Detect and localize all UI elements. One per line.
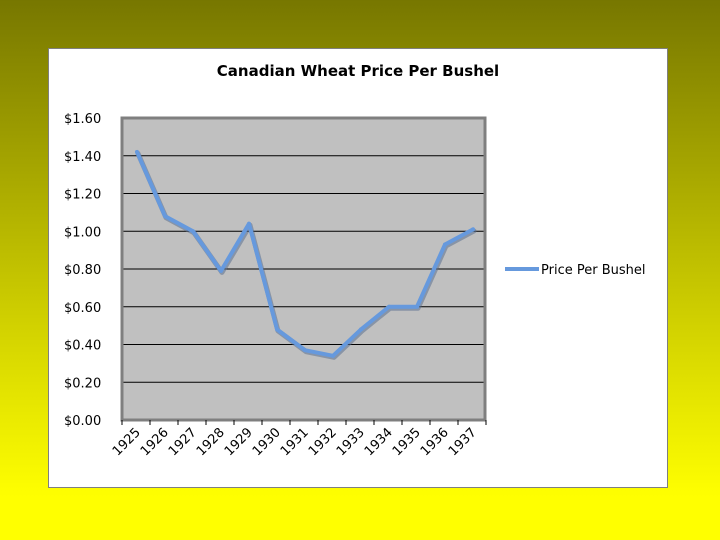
y-tick-label: $0.00: [64, 414, 101, 429]
plot-border: [120, 116, 487, 422]
data-point: [303, 348, 307, 353]
data-point: [387, 304, 391, 309]
legend: Price Per Bushel: [505, 263, 645, 278]
x-tick-label: 1936: [418, 425, 452, 459]
legend-label: Price Per Bushel: [541, 263, 645, 278]
y-tick-label: $0.20: [64, 376, 101, 391]
data-point: [443, 242, 447, 247]
x-tick-label: 1926: [138, 425, 172, 459]
x-tick-label: 1928: [194, 425, 228, 459]
data-point: [135, 149, 139, 154]
plot-area: $0.00 $0.20 $0.40 $0.60 $0.80 $1.00 $1.20 $1.40…: [64, 112, 487, 459]
x-tick-label: 1932: [306, 425, 340, 459]
y-tick-label: $1.00: [64, 225, 101, 240]
data-point: [275, 327, 279, 332]
data-point: [471, 227, 475, 232]
data-point: [163, 214, 167, 219]
data-point: [247, 221, 251, 226]
y-tick-label: $0.40: [64, 339, 101, 354]
x-tick-label: 1929: [222, 425, 256, 459]
x-tick-label: 1935: [390, 425, 424, 459]
x-tick-label: 1925: [110, 425, 144, 459]
data-point: [331, 353, 335, 358]
y-tick-label: $1.40: [64, 150, 101, 165]
data-point: [415, 304, 419, 309]
x-tick-label: 1927: [166, 425, 200, 459]
chart-title: Canadian Wheat Price Per Bushel: [217, 62, 499, 80]
x-tick-label: 1930: [250, 425, 284, 459]
y-tick-label: $0.80: [64, 263, 101, 278]
x-tick-label: 1933: [334, 425, 368, 459]
y-tick-label: $1.20: [64, 188, 101, 203]
x-tick-label: 1934: [362, 425, 396, 459]
data-point: [219, 268, 223, 273]
y-tick-label: $0.60: [64, 301, 101, 316]
data-point: [359, 327, 363, 332]
x-tick-label: 1937: [446, 425, 480, 459]
y-tick-label: $1.60: [64, 112, 101, 127]
chart-frame: Canadian Wheat Price Per Bushel $0.00 $0.…: [48, 48, 668, 488]
x-tick-label: 1931: [278, 425, 312, 459]
data-point: [191, 229, 195, 234]
line-chart: Canadian Wheat Price Per Bushel $0.00$0.…: [64, 62, 645, 459]
